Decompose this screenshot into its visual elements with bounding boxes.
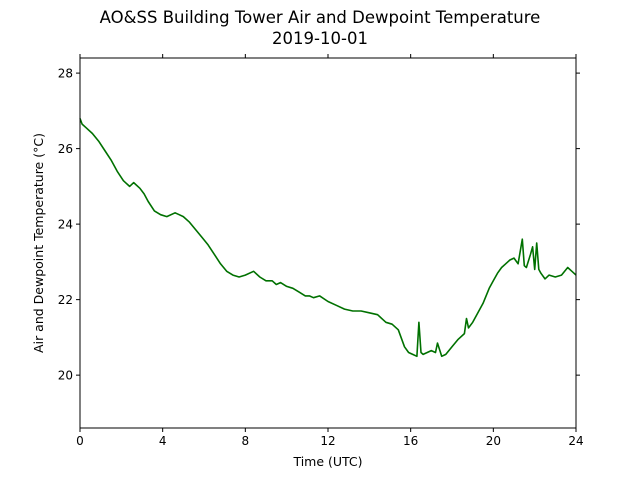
y-tick-label: 20 — [58, 369, 73, 383]
y-tick-label: 28 — [58, 67, 73, 81]
series-line — [79, 118, 577, 358]
y-tick-label: 24 — [58, 218, 73, 232]
y-axis-label: Air and Dewpoint Temperature (°C) — [31, 133, 46, 353]
x-tick-label: 12 — [320, 434, 335, 448]
y-axis-ticks: 20 22 24 26 28 — [58, 67, 580, 383]
x-tick-label: 4 — [159, 434, 167, 448]
chart-subtitle: 2019-10-01 — [272, 29, 368, 48]
x-tick-label: 24 — [568, 434, 583, 448]
x-tick-label: 20 — [486, 434, 501, 448]
x-tick-label: 8 — [242, 434, 250, 448]
x-tick-label: 16 — [403, 434, 418, 448]
x-tick-label: 0 — [76, 434, 84, 448]
y-tick-label: 26 — [58, 142, 73, 156]
x-axis-label: Time (UTC) — [292, 454, 362, 469]
plot-frame — [79, 57, 577, 429]
x-axis-ticks: 0 4 8 12 16 20 24 — [76, 54, 584, 448]
y-tick-label: 22 — [58, 293, 73, 307]
chart-title: AO&SS Building Tower Air and Dewpoint Te… — [99, 8, 541, 27]
